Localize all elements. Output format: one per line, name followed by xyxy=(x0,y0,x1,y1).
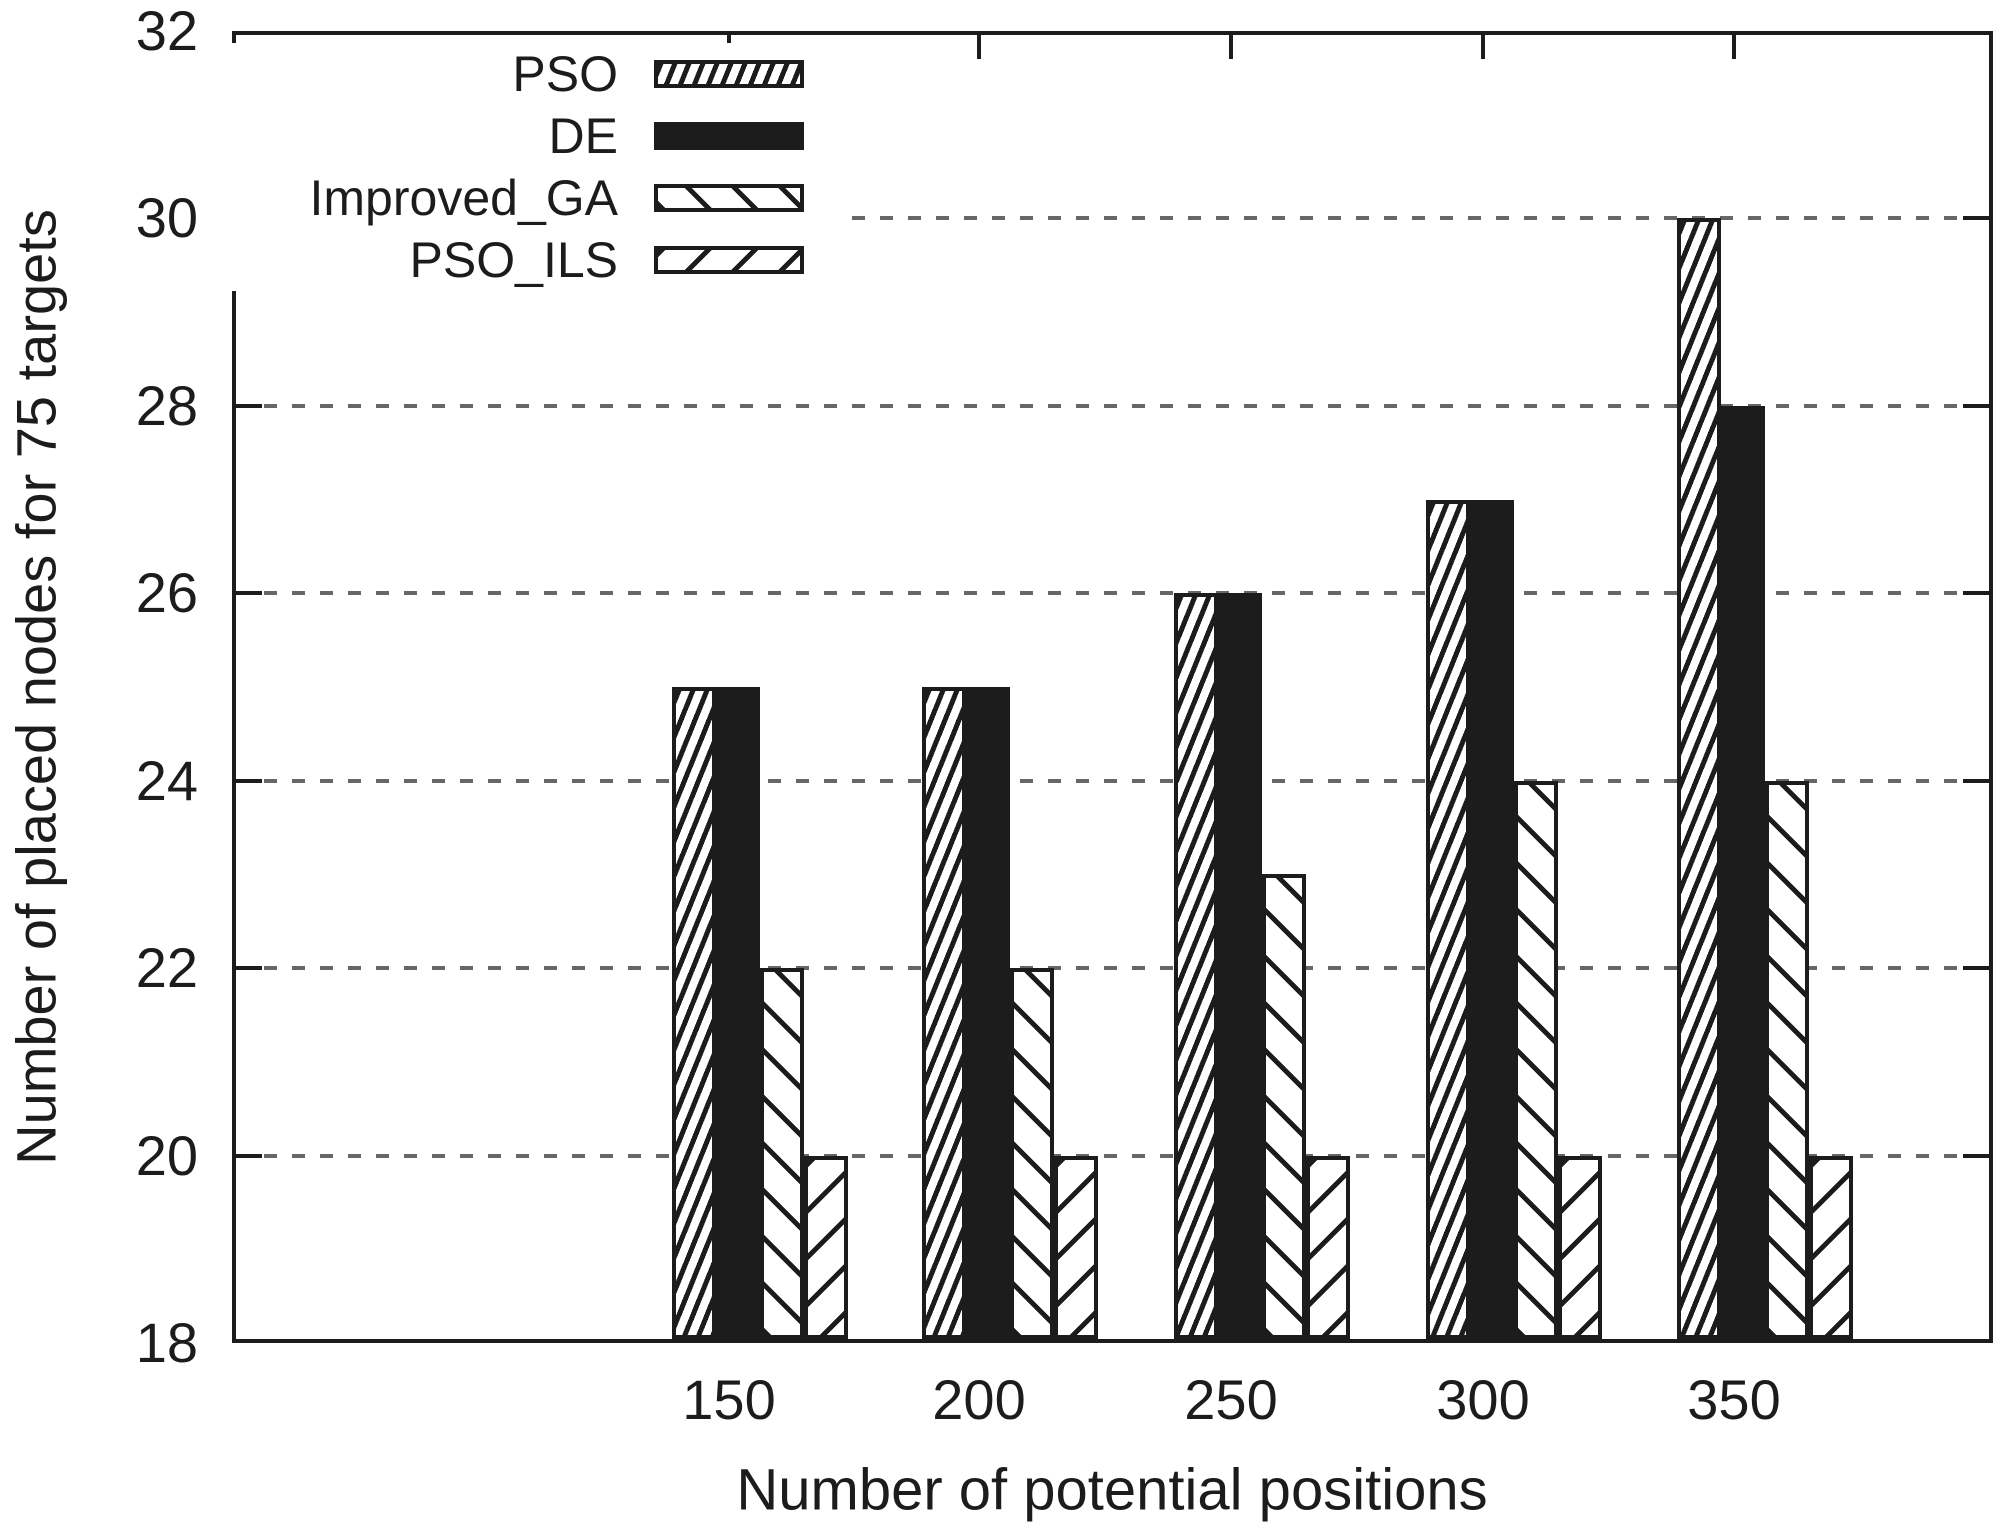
bar-de-150 xyxy=(716,687,760,1339)
bar-improved_ga-200 xyxy=(1010,968,1054,1339)
legend-label-pso: PSO xyxy=(512,46,618,102)
x-tick-label-300: 300 xyxy=(1436,1368,1530,1431)
gridline-26 xyxy=(236,591,1989,596)
legend-swatch-pso_ils xyxy=(654,246,804,274)
bar-pso-250 xyxy=(1174,593,1218,1339)
bar-pso_ils-250 xyxy=(1306,1155,1350,1339)
y-tick-label-28: 28 xyxy=(135,373,198,437)
bar-de-250 xyxy=(1218,593,1262,1339)
x-tick-top-250 xyxy=(1229,35,1233,59)
legend-row-pso_ils: PSO_ILS xyxy=(230,229,804,291)
y-tick-left-28 xyxy=(236,403,262,408)
legend-label-pso_ils: PSO_ILS xyxy=(409,232,618,288)
bar-de-200 xyxy=(966,687,1010,1339)
bar-de-300 xyxy=(1470,499,1514,1339)
x-axis-title: Number of potential positions xyxy=(736,1457,1488,1523)
x-tick-label-150: 150 xyxy=(682,1368,776,1431)
y-tick-right-24 xyxy=(1963,778,1989,783)
bar-pso-150 xyxy=(672,687,716,1339)
bar-pso_ils-350 xyxy=(1809,1155,1853,1339)
x-tick-top-200 xyxy=(977,35,981,59)
legend-swatch-de xyxy=(654,122,804,150)
bar-de-350 xyxy=(1721,405,1765,1339)
bar-pso-300 xyxy=(1426,499,1470,1339)
y-tick-label-24: 24 xyxy=(135,748,198,812)
legend-row-improved_ga: Improved_GA xyxy=(230,167,804,229)
y-tick-right-22 xyxy=(1963,966,1989,971)
legend-row-de: DE xyxy=(230,105,804,167)
gridline-20 xyxy=(236,1153,1989,1158)
bar-improved_ga-150 xyxy=(760,968,804,1339)
y-tick-label-20: 20 xyxy=(135,1123,198,1187)
x-tick-label-200: 200 xyxy=(932,1368,1026,1431)
gridline-28 xyxy=(236,403,1989,408)
bar-improved_ga-250 xyxy=(1262,874,1306,1339)
bar-pso_ils-150 xyxy=(804,1155,848,1339)
x-tick-label-350: 350 xyxy=(1687,1368,1781,1431)
y-tick-label-32: 32 xyxy=(135,0,198,62)
y-tick-left-26 xyxy=(236,591,262,596)
legend-label-de: DE xyxy=(548,108,618,164)
bar-pso-350 xyxy=(1677,218,1721,1339)
x-tick-top-350 xyxy=(1732,35,1736,59)
bar-pso_ils-200 xyxy=(1054,1155,1098,1339)
x-tick-top-300 xyxy=(1481,35,1485,59)
legend-swatch-improved_ga xyxy=(654,184,804,212)
y-tick-label-18: 18 xyxy=(135,1311,198,1374)
bar-improved_ga-300 xyxy=(1514,780,1558,1339)
legend-row-pso: PSO xyxy=(230,43,804,105)
gridline-22 xyxy=(236,966,1989,971)
legend: PSO DE Improved_GA PSO_ILS xyxy=(230,43,844,291)
bar-pso-200 xyxy=(922,687,966,1339)
y-tick-label-30: 30 xyxy=(135,186,198,250)
y-tick-left-22 xyxy=(236,966,262,971)
y-tick-right-20 xyxy=(1963,1153,1989,1158)
y-tick-right-28 xyxy=(1963,403,1989,408)
gridline-24 xyxy=(236,778,1989,783)
gridline-30 xyxy=(236,216,1989,221)
bar-pso_ils-300 xyxy=(1558,1155,1602,1339)
legend-label-improved_ga: Improved_GA xyxy=(309,170,618,226)
y-tick-label-22: 22 xyxy=(135,936,198,1000)
y-tick-right-30 xyxy=(1963,216,1989,221)
y-tick-left-24 xyxy=(236,778,262,783)
legend-swatch-pso xyxy=(654,60,804,88)
plot-border xyxy=(232,31,1993,1343)
bar-improved_ga-350 xyxy=(1765,780,1809,1339)
y-axis-title: Number of placed nodes for 75 targets xyxy=(4,209,68,1165)
y-tick-right-26 xyxy=(1963,591,1989,596)
x-tick-label-250: 250 xyxy=(1184,1368,1278,1431)
y-tick-label-26: 26 xyxy=(135,561,198,625)
y-tick-left-20 xyxy=(236,1153,262,1158)
